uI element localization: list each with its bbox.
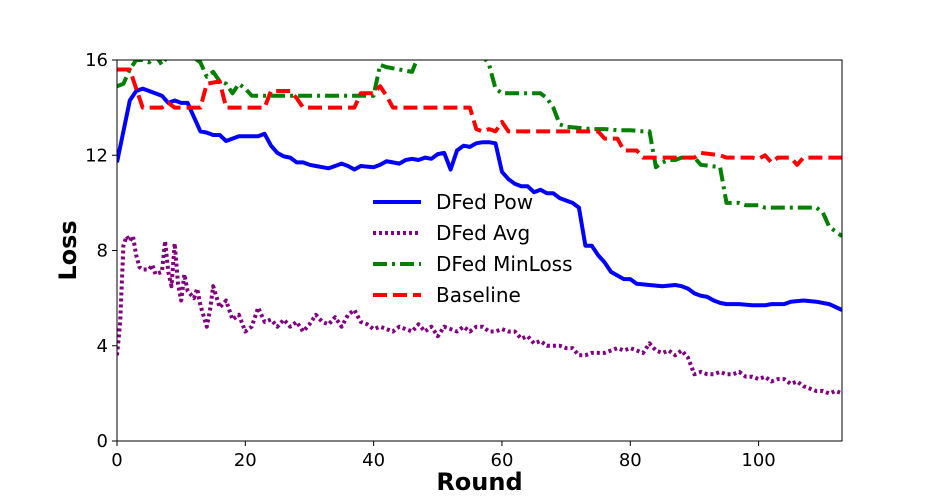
y-tick-label: 4 (97, 336, 108, 357)
x-axis-title: Round (436, 468, 522, 496)
series-layer (117, 60, 842, 396)
y-tick-label: 12 (85, 145, 108, 166)
legend-label-baseline: Baseline (436, 283, 521, 307)
x-tick-label: 0 (111, 450, 122, 471)
x-axis: 0 20 40 60 80 100 (111, 441, 776, 471)
legend: DFed Pow DFed Avg DFed MinLoss Baseline (373, 190, 573, 307)
y-tick-label: 0 (97, 431, 108, 452)
x-tick-label: 40 (362, 450, 385, 471)
series-line-baseline (117, 67, 842, 167)
series-line-dfed-minloss (117, 60, 842, 238)
y-axis-title: Loss (54, 220, 82, 280)
y-tick-label: 8 (97, 241, 108, 262)
legend-label-dfed-minloss: DFed MinLoss (436, 252, 573, 276)
y-axis: 0 4 8 12 16 (85, 50, 117, 452)
x-tick-label: 100 (741, 450, 775, 471)
legend-label-dfed-pow: DFed Pow (436, 190, 533, 214)
series-line-dfed-pow (117, 86, 842, 312)
legend-label-dfed-avg: DFed Avg (436, 221, 530, 245)
series-line-dfed-avg (117, 234, 842, 396)
x-tick-label: 20 (234, 450, 257, 471)
x-tick-label: 60 (491, 450, 514, 471)
x-tick-label: 80 (619, 450, 642, 471)
y-tick-label: 16 (85, 50, 108, 71)
